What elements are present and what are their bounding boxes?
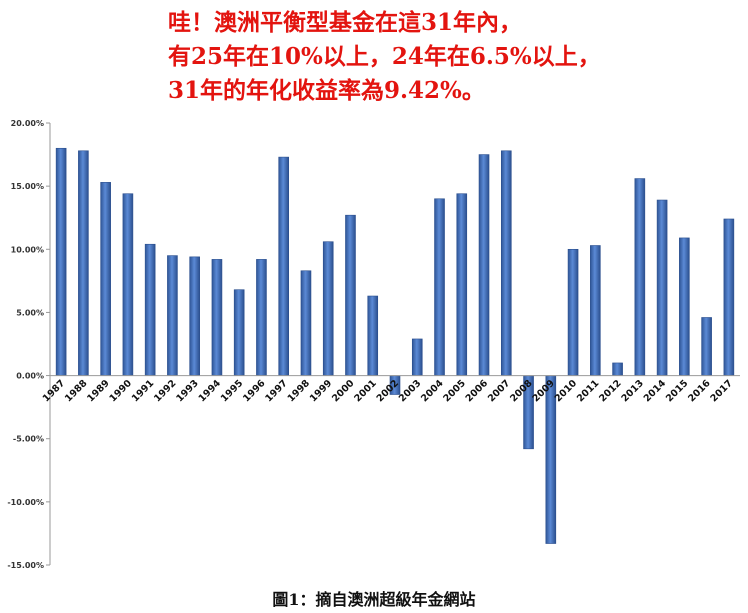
bar-1999 [322, 241, 334, 376]
x-tick-label: 1995 [219, 378, 245, 404]
bar-2004 [434, 198, 445, 376]
y-tick-label: 0.00% [16, 372, 44, 381]
bar-1993 [189, 256, 200, 376]
x-tick-label: 1988 [63, 378, 90, 405]
bar-2005 [456, 193, 468, 376]
x-tick-label: 1997 [263, 378, 289, 404]
x-tick-label: 2005 [441, 378, 467, 404]
bar-1992 [167, 255, 178, 376]
headline-line-3: 31年的年化收益率為9.42%。 [168, 77, 485, 104]
headline: 哇！澳洲平衡型基金在這31年內， 有25年在10%以上，24年在6.5%以上， … [168, 6, 743, 108]
x-tick-label: 1994 [197, 378, 224, 405]
bar-2000 [345, 214, 356, 376]
x-tick-label: 2015 [664, 378, 690, 404]
bar-2016 [701, 317, 712, 376]
x-tick-label: 1996 [241, 378, 268, 405]
bar-1989 [100, 182, 111, 376]
x-tick-label: 2013 [619, 378, 645, 404]
bar-2010 [567, 248, 579, 376]
bar-2003 [411, 338, 423, 376]
x-tick-label: 2014 [642, 378, 669, 405]
bar-2014 [656, 199, 668, 376]
bar-2012 [612, 362, 623, 376]
bar-1990 [122, 193, 134, 376]
bar-1998 [300, 270, 312, 376]
x-tick-label: 2003 [397, 378, 423, 404]
headline-line-1: 哇！澳洲平衡型基金在這31年內， [168, 9, 523, 36]
x-tick-label: 2000 [330, 378, 357, 405]
bar-1994 [211, 259, 223, 376]
headline-line-2: 有25年在10%以上，24年在6.5%以上， [168, 43, 601, 70]
x-tick-label: 2017 [709, 378, 735, 404]
bars [55, 147, 735, 544]
bar-1996 [256, 259, 267, 376]
x-tick-label: 1990 [108, 378, 135, 405]
x-tick-label: 1989 [85, 378, 111, 404]
x-tick-label: 2016 [686, 378, 713, 405]
x-tick-label: 1998 [286, 378, 313, 405]
y-tick-label: 10.00% [11, 245, 44, 254]
bar-1995 [233, 289, 245, 376]
bar-2006 [478, 154, 490, 376]
x-tick-label: 2007 [486, 378, 512, 404]
x-tick-label: 1991 [130, 378, 156, 404]
y-tick-label: 15.00% [11, 182, 44, 191]
bar-1988 [78, 150, 89, 376]
y-tick-label: -10.00% [7, 498, 44, 507]
x-axis: 1987198819891990199119921993199419951996… [41, 375, 740, 405]
y-tick-label: -15.00% [7, 561, 44, 570]
bar-2001 [367, 295, 379, 376]
bar-2009 [545, 375, 557, 544]
x-tick-label: 2004 [419, 378, 446, 405]
y-tick-label: 20.00% [11, 119, 44, 128]
bar-1991 [144, 243, 156, 376]
x-tick-label: 2012 [597, 378, 623, 404]
x-tick-label: 2006 [464, 378, 491, 405]
bar-2007 [500, 150, 512, 376]
bar-1997 [278, 156, 290, 376]
y-axis: 20.00% 15.00% 10.00% 5.00% 0.00% -5.00% -10.00… [7, 119, 51, 570]
bar-1987 [55, 147, 67, 376]
x-tick-label: 2010 [553, 378, 580, 405]
x-tick-label: 1987 [41, 378, 67, 404]
y-tick-label: 5.00% [16, 308, 44, 317]
figure-caption: 圖1：摘自澳洲超級年金網站 [272, 590, 476, 609]
bar-2013 [634, 178, 646, 376]
bar-2011 [590, 245, 601, 376]
y-tick-label: -5.00% [13, 435, 44, 444]
x-tick-label: 1999 [308, 378, 334, 404]
bar-chart: 20.00% 15.00% 10.00% 5.00% 0.00% -5.00% -10.00… [7, 119, 740, 570]
x-tick-label: 1993 [174, 378, 200, 404]
x-tick-label: 1992 [152, 378, 178, 404]
bar-2017 [723, 218, 735, 376]
bar-2015 [679, 237, 690, 376]
x-tick-label: 2001 [352, 378, 378, 404]
x-tick-label: 2011 [575, 378, 601, 404]
